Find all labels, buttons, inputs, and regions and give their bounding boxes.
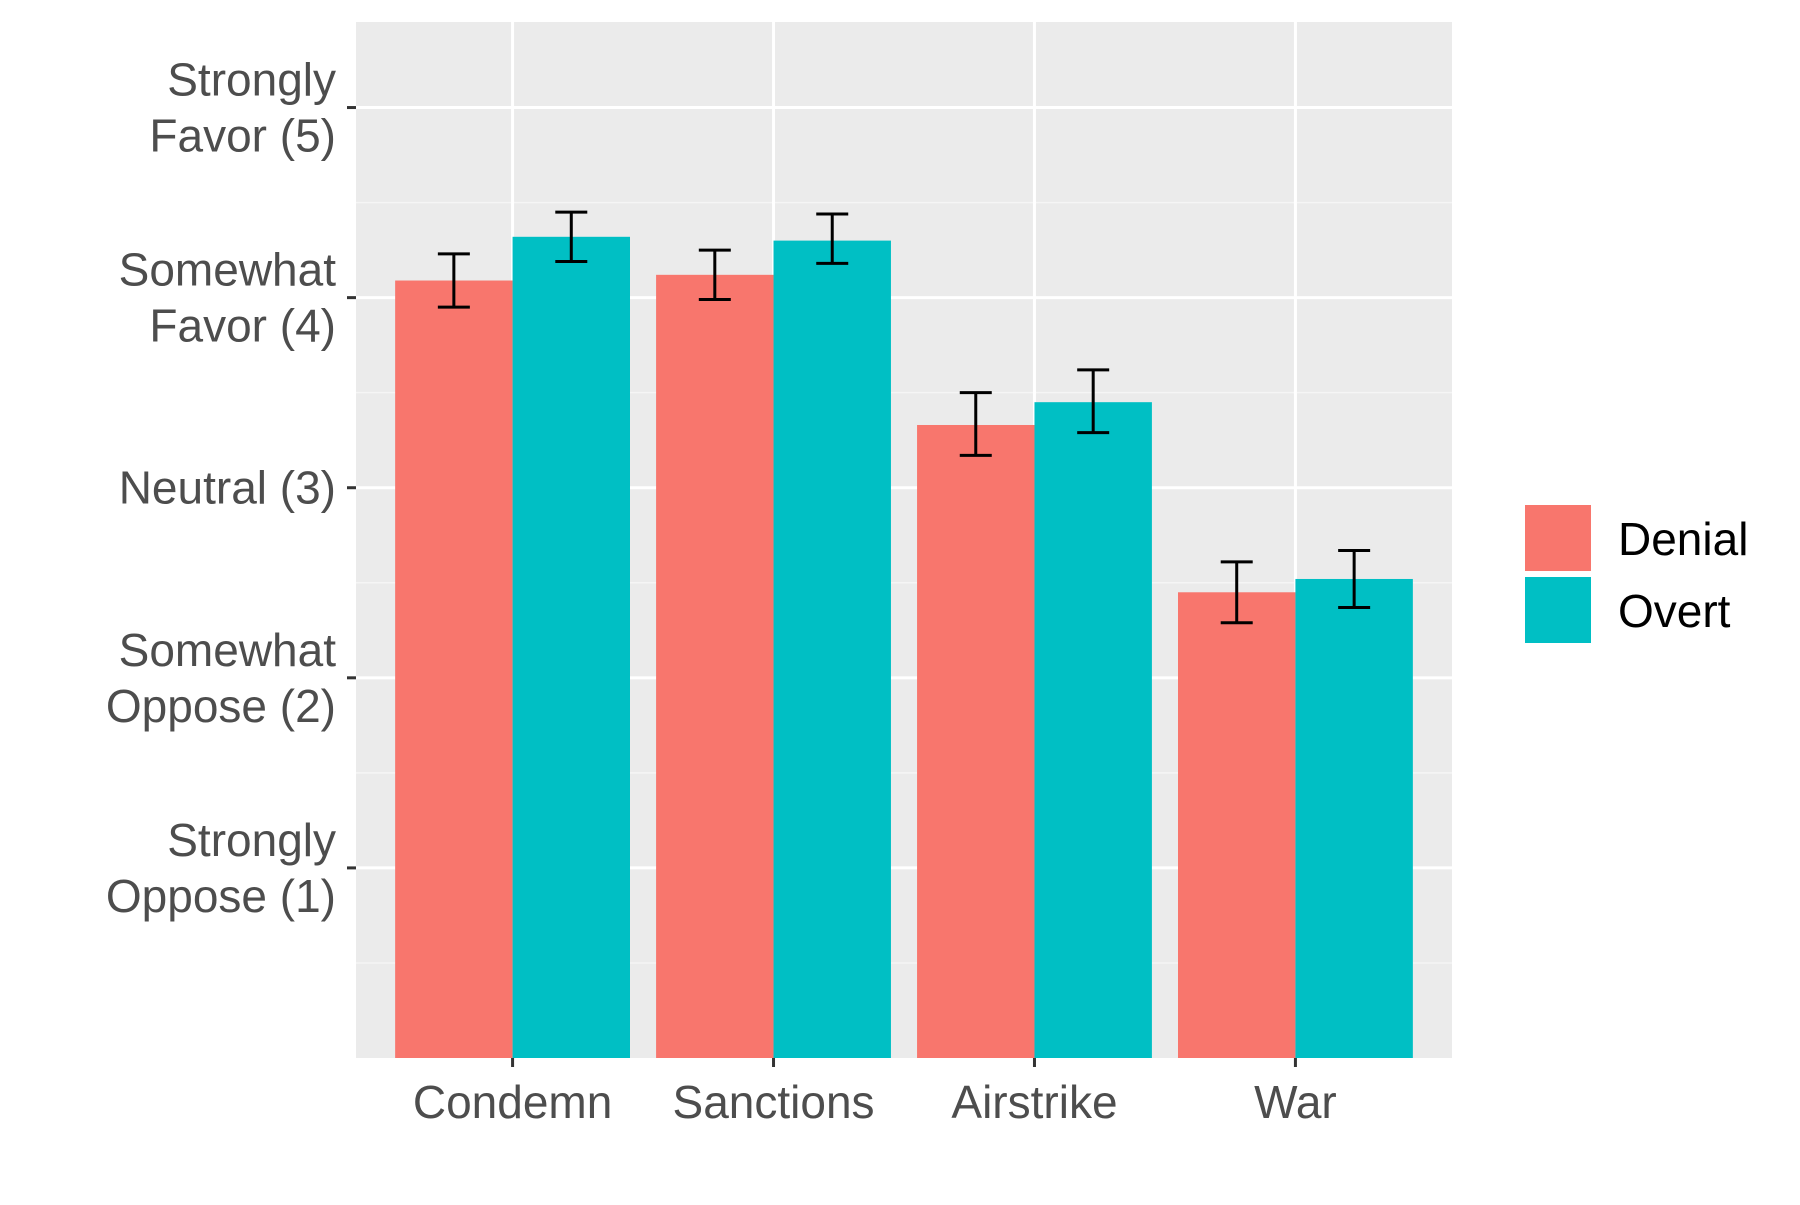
x-tick-label: War [1254, 1076, 1337, 1128]
bar-denial-condemn [395, 280, 513, 1058]
x-tick-label: Condemn [413, 1076, 612, 1128]
y-tick-label: Oppose (2) [106, 680, 336, 732]
y-tick-label: Neutral (3) [119, 462, 336, 514]
y-tick-label: Favor (5) [149, 110, 336, 162]
y-tick-label: Oppose (1) [106, 870, 336, 922]
y-tick-label: Strongly [167, 54, 336, 106]
bar-denial-war [1178, 592, 1296, 1058]
legend-key-overt [1525, 577, 1591, 643]
legend-key-denial [1525, 505, 1591, 571]
y-tick-label: Favor (4) [149, 300, 336, 352]
legend-label: Denial [1618, 513, 1748, 565]
y-tick-label: Somewhat [119, 624, 337, 676]
x-tick-label: Airstrike [951, 1076, 1117, 1128]
y-tick-label: Somewhat [119, 244, 337, 296]
bar-overt-sanctions [773, 240, 891, 1059]
bar-overt-condemn [512, 236, 630, 1059]
bar-overt-airstrike [1034, 402, 1152, 1058]
bar-denial-airstrike [917, 424, 1035, 1058]
y-tick-label: Strongly [167, 814, 336, 866]
legend-label: Overt [1618, 585, 1731, 637]
bar-denial-sanctions [656, 274, 774, 1058]
bar-overt-war [1295, 578, 1413, 1058]
x-tick-label: Sanctions [673, 1076, 875, 1128]
